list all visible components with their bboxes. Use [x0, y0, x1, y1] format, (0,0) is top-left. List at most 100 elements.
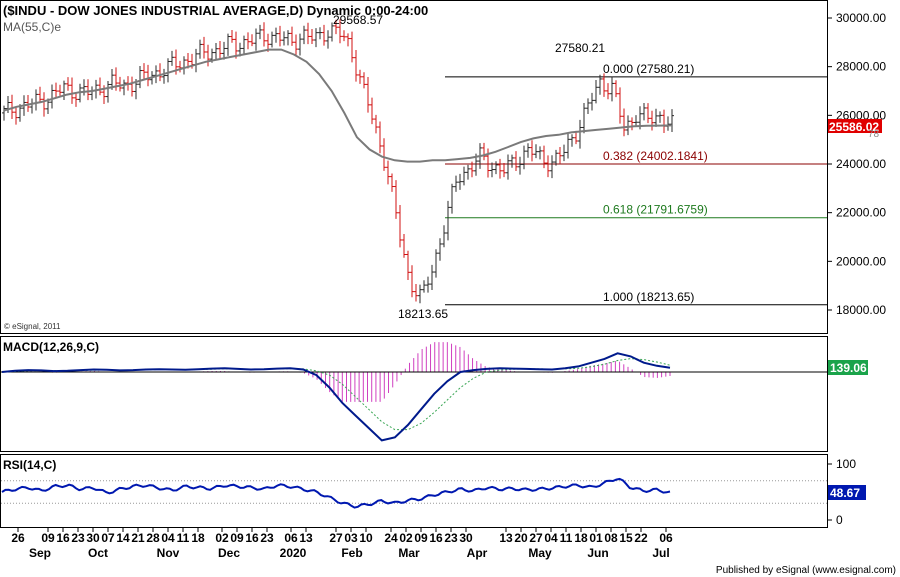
price-bar	[270, 31, 274, 48]
price-bar	[510, 154, 514, 168]
x-tick-label: 07	[101, 531, 115, 545]
price-bar	[226, 33, 230, 56]
price-bar	[458, 173, 462, 190]
price-bar	[262, 22, 266, 47]
price-bar	[426, 276, 430, 293]
price-tick-label: 30000.00	[836, 11, 886, 25]
x-tick-label: 09	[41, 531, 55, 545]
price-bar	[366, 76, 370, 113]
price-bar	[538, 146, 542, 160]
x-axis: 26 09 16 23 30 07 14 21 28 04 11 18 02 09 16 23 06 13 27 03…	[11, 528, 673, 560]
price-bar	[306, 22, 310, 45]
x-tick-label: 15	[619, 531, 633, 545]
price-bar	[578, 119, 582, 149]
price-panel-frame	[0, 0, 828, 334]
price-bar	[70, 77, 74, 104]
x-tick-label: 22	[634, 531, 648, 545]
x-tick-label: 23	[444, 531, 458, 545]
price-bar	[294, 34, 298, 57]
price-bar	[386, 160, 390, 185]
x-tick-label: 02	[399, 531, 413, 545]
fib-label-0.382: 0.382 (24002.1841)	[603, 149, 708, 163]
ma-legend: MA(55,C)e	[3, 20, 61, 34]
price-bar	[138, 65, 142, 89]
price-bar	[446, 200, 450, 241]
price-bar	[562, 144, 566, 162]
rsi-y-axis: 100500	[1, 457, 856, 527]
price-bar	[502, 163, 506, 178]
x-tick-label: 20	[514, 531, 528, 545]
price-bar	[666, 116, 670, 131]
price-bar	[546, 155, 550, 178]
last-price-value: 25586.02	[829, 120, 879, 134]
price-bar	[646, 103, 650, 124]
price-bar	[330, 22, 334, 42]
x-tick-label: 04	[161, 531, 175, 545]
price-bar	[106, 81, 110, 103]
price-bar	[86, 79, 90, 101]
macd-value-tag: 139.06	[828, 360, 868, 375]
ma-55-line	[3, 48, 673, 163]
price-bar	[118, 76, 122, 92]
price-bar	[434, 249, 438, 278]
price-bar	[50, 84, 54, 109]
price-tick-label: 26000.00	[836, 108, 886, 122]
jun-high-label: 27580.21	[555, 41, 605, 55]
x-tick-label: 06	[284, 531, 298, 545]
price-bar	[98, 77, 102, 96]
price-bar	[378, 121, 382, 154]
price-tick-label: 22000.00	[836, 206, 886, 220]
x-tick-label: 24	[384, 531, 398, 545]
x-tick-label: 16	[56, 531, 70, 545]
price-bar	[30, 98, 34, 114]
price-bar	[214, 42, 218, 61]
x-month-label: Sep	[29, 546, 51, 560]
x-tick-label: 11	[560, 531, 573, 545]
price-bar	[362, 72, 366, 89]
x-tick-label: 13	[499, 531, 513, 545]
price-bar	[194, 48, 198, 73]
price-bar	[90, 86, 94, 101]
price-bar	[26, 94, 30, 112]
price-bar	[74, 92, 78, 107]
rsi-last-value: 48.67	[830, 486, 860, 500]
price-bar	[442, 225, 446, 248]
rsi-line	[1, 477, 671, 509]
price-bar	[422, 280, 426, 293]
x-tick-label: 03	[344, 531, 358, 545]
price-bar	[494, 161, 498, 175]
price-bar	[322, 24, 326, 46]
price-bar	[54, 82, 58, 99]
macd-panel-frame	[0, 336, 828, 452]
price-bar	[514, 151, 518, 172]
macd-legend: MACD(12,26,9,C)	[3, 340, 99, 354]
rsi-tick-label: 0	[836, 513, 843, 527]
price-bar	[350, 31, 354, 63]
x-tick-label: 27	[329, 531, 343, 545]
fib-label-0.000: 0.000 (27580.21)	[603, 62, 694, 76]
last-price-tag: 25586.02 78	[828, 119, 882, 140]
price-bar	[310, 29, 314, 44]
price-bar	[250, 34, 254, 47]
x-tick-label: 14	[116, 531, 130, 545]
fib-label-0.618: 0.618 (21791.6759)	[603, 203, 708, 217]
price-bar	[626, 115, 630, 136]
x-tick-label: 10	[359, 531, 373, 545]
price-bar	[338, 19, 342, 44]
price-bar	[222, 41, 226, 60]
x-tick-label: 18	[191, 531, 205, 545]
price-bar	[374, 114, 378, 134]
price-bar	[146, 64, 150, 87]
price-bar	[198, 39, 202, 59]
x-month-label: Mar	[398, 546, 420, 560]
price-bar	[258, 24, 262, 40]
price-bar	[590, 92, 594, 111]
rsi-tick-label: 100	[836, 457, 856, 471]
x-month-label: May	[528, 546, 552, 560]
price-bar	[62, 80, 66, 100]
x-tick-label: 11	[177, 531, 190, 545]
price-bar	[290, 26, 294, 46]
price-bar	[130, 76, 134, 97]
feb-high-label: 29568.57	[333, 13, 383, 27]
macd-tag-bg	[828, 360, 868, 375]
